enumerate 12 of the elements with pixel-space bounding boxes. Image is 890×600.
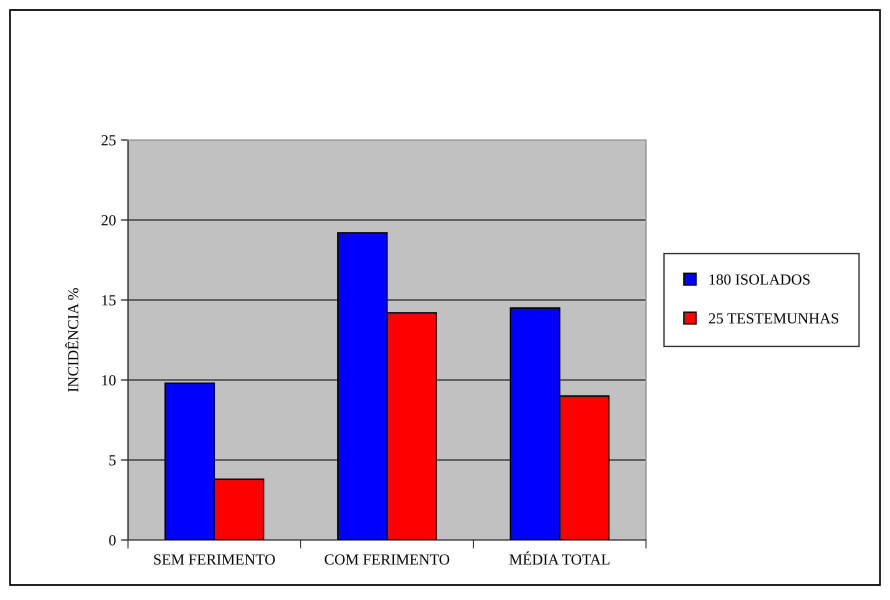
y-tick-label: 15 [102,295,116,306]
y-tick-label: 5 [109,455,116,466]
x-tick-label: SEM FERIMENTO [154,554,275,565]
y-tick-label: 25 [102,135,116,146]
y-tick-label: 0 [109,535,116,546]
y-tick-label: 20 [102,215,116,226]
x-tick-label: MÉDIA TOTAL [509,551,610,565]
legend-label: 25 TESTEMUNHAS [708,313,838,324]
x-tick-label: COM FERIMENTO [324,554,450,565]
legend-label: 180 ISOLADOS [710,274,810,285]
y-axis-title: INCIDÊNCIA % [65,288,78,392]
y-tick-label: 10 [102,375,116,386]
